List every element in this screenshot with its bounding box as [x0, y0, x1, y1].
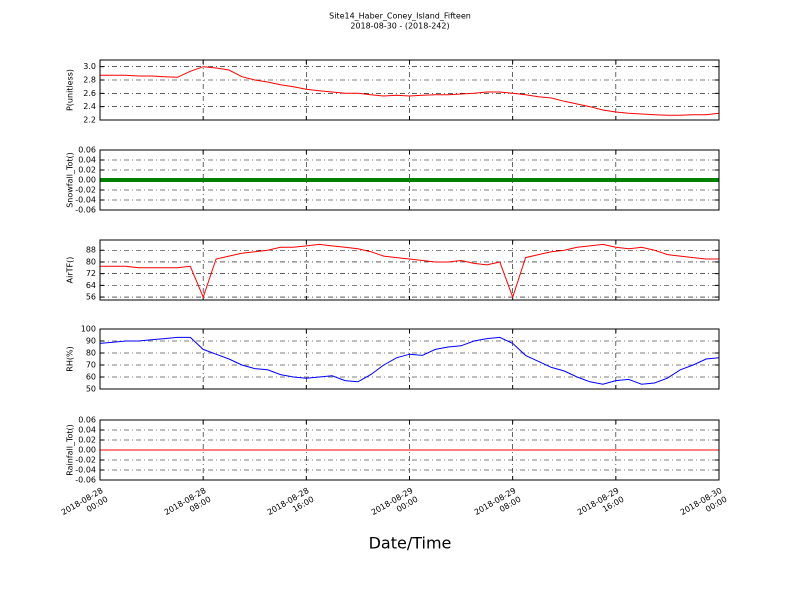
plot-frame: [99, 59, 720, 121]
plot-frame: [99, 239, 720, 301]
plot-frame: [99, 419, 720, 481]
y-tick-label: 0.06: [78, 146, 96, 155]
y-axis-label: AirTF(): [66, 257, 75, 284]
y-axis-label: Snowfall_Tot(): [66, 152, 75, 208]
data-line: [99, 336, 720, 385]
y-tick-label: 2.6: [83, 89, 96, 98]
y-tick-label: 2.4: [83, 102, 96, 111]
y-tick-label: 90: [86, 337, 96, 346]
y-tick-label: 0.00: [78, 446, 96, 455]
chart-title: Site14_Haber_Coney_Island_Fifteen: [329, 12, 471, 21]
y-tick-label: -0.02: [75, 186, 96, 195]
y-tick-label: 2.2: [83, 116, 96, 125]
y-tick-label: 3.0: [83, 62, 96, 71]
chart-subtitle: 2018-08-30 - (2018-242): [350, 22, 449, 31]
y-tick-label: -0.06: [75, 206, 96, 215]
y-tick-label: 50: [86, 385, 96, 394]
y-tick-label: 0.02: [78, 436, 96, 445]
y-tick-label: 0.04: [78, 156, 96, 165]
y-axis-label: P(unitless): [66, 69, 75, 111]
data-line: [100, 66, 720, 116]
y-tick-label: 56: [86, 293, 96, 302]
y-tick-label: 80: [86, 257, 96, 266]
y-tick-label: -0.06: [75, 476, 96, 485]
y-axis-label: Rainfall_Tot(): [66, 424, 75, 476]
x-axis-label: Date/Time: [369, 534, 452, 553]
y-tick-label: -0.04: [75, 196, 96, 205]
y-tick-label: 64: [86, 281, 96, 290]
y-tick-label: 70: [86, 361, 96, 370]
y-tick-label: 0.02: [78, 166, 96, 175]
data-line: [100, 243, 719, 299]
y-tick-label: 60: [86, 373, 96, 382]
y-tick-label: -0.02: [75, 456, 96, 465]
y-tick-label: 88: [86, 246, 96, 255]
plot-frame: [99, 149, 720, 211]
y-tick-label: 2.8: [83, 76, 96, 85]
y-tick-label: 0.06: [78, 416, 96, 425]
y-axis-label: RH(%): [66, 346, 75, 371]
y-tick-label: 72: [86, 269, 96, 278]
y-tick-label: 0.00: [78, 176, 96, 185]
y-tick-label: 100: [81, 325, 96, 334]
y-tick-label: 0.04: [78, 426, 96, 435]
y-tick-label: -0.04: [75, 466, 96, 475]
y-tick-label: 80: [86, 349, 96, 358]
plot-frame: [99, 328, 720, 390]
